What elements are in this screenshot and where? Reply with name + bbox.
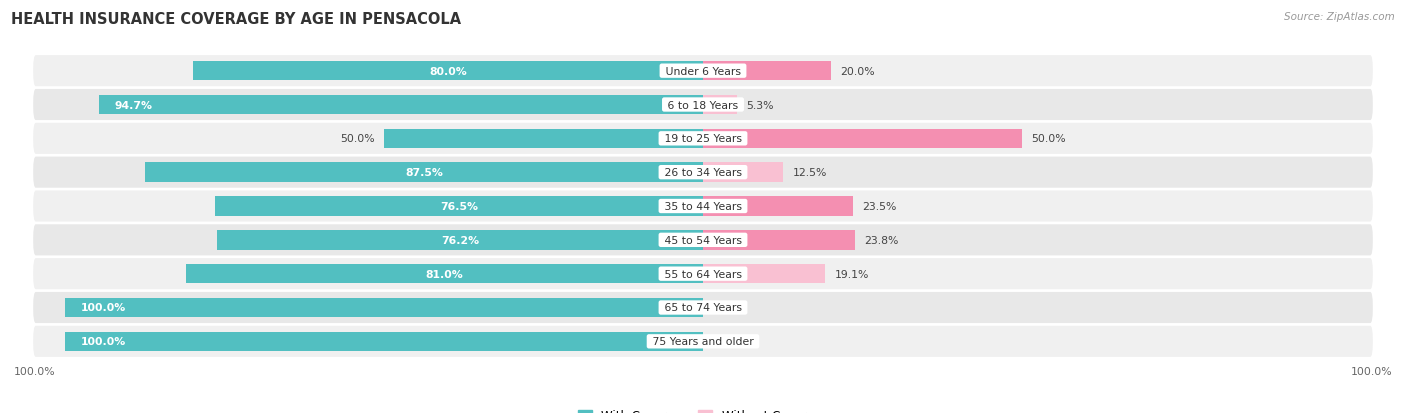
Text: 50.0%: 50.0% (1032, 134, 1066, 144)
FancyBboxPatch shape (34, 157, 1372, 188)
Text: Under 6 Years: Under 6 Years (662, 66, 744, 76)
Text: 87.5%: 87.5% (405, 168, 443, 178)
Text: 6 to 18 Years: 6 to 18 Years (664, 100, 742, 110)
Bar (145, 163, 703, 183)
Bar (703, 230, 855, 250)
Text: 100.0%: 100.0% (14, 366, 56, 376)
Text: 23.5%: 23.5% (862, 202, 897, 211)
Bar (703, 197, 853, 216)
Bar (186, 264, 703, 284)
FancyBboxPatch shape (34, 123, 1372, 154)
Text: 94.7%: 94.7% (115, 100, 153, 110)
Text: 19 to 25 Years: 19 to 25 Years (661, 134, 745, 144)
FancyBboxPatch shape (34, 259, 1372, 290)
Bar (65, 298, 703, 318)
Bar (193, 62, 703, 81)
Text: HEALTH INSURANCE COVERAGE BY AGE IN PENSACOLA: HEALTH INSURANCE COVERAGE BY AGE IN PENS… (11, 12, 461, 27)
Text: 65 to 74 Years: 65 to 74 Years (661, 303, 745, 313)
FancyBboxPatch shape (34, 90, 1372, 121)
Text: 76.5%: 76.5% (440, 202, 478, 211)
FancyBboxPatch shape (34, 292, 1372, 323)
Bar (217, 230, 703, 250)
Text: 5.3%: 5.3% (747, 100, 773, 110)
Text: 81.0%: 81.0% (426, 269, 464, 279)
FancyBboxPatch shape (34, 225, 1372, 256)
Text: 35 to 44 Years: 35 to 44 Years (661, 202, 745, 211)
Text: 75 Years and older: 75 Years and older (650, 337, 756, 347)
FancyBboxPatch shape (34, 56, 1372, 87)
Bar (703, 264, 825, 284)
Bar (65, 332, 703, 351)
Bar (703, 95, 737, 115)
Text: 80.0%: 80.0% (429, 66, 467, 76)
Text: 19.1%: 19.1% (834, 269, 869, 279)
Text: 76.2%: 76.2% (441, 235, 479, 245)
Text: 26 to 34 Years: 26 to 34 Years (661, 168, 745, 178)
Bar (703, 62, 831, 81)
Bar (703, 129, 1022, 149)
Text: 45 to 54 Years: 45 to 54 Years (661, 235, 745, 245)
Text: 20.0%: 20.0% (841, 66, 875, 76)
Text: 0.0%: 0.0% (713, 303, 741, 313)
Bar (98, 95, 703, 115)
Text: 100.0%: 100.0% (82, 303, 127, 313)
Text: 0.0%: 0.0% (713, 337, 741, 347)
Text: 12.5%: 12.5% (793, 168, 827, 178)
Bar (703, 163, 783, 183)
Legend: With Coverage, Without Coverage: With Coverage, Without Coverage (572, 404, 834, 413)
Text: 23.8%: 23.8% (865, 235, 898, 245)
FancyBboxPatch shape (34, 191, 1372, 222)
Bar (384, 129, 703, 149)
Text: Source: ZipAtlas.com: Source: ZipAtlas.com (1284, 12, 1395, 22)
Bar (215, 197, 703, 216)
FancyBboxPatch shape (34, 326, 1372, 357)
Text: 50.0%: 50.0% (340, 134, 374, 144)
Text: 100.0%: 100.0% (82, 337, 127, 347)
Text: 100.0%: 100.0% (1350, 366, 1392, 376)
Text: 55 to 64 Years: 55 to 64 Years (661, 269, 745, 279)
